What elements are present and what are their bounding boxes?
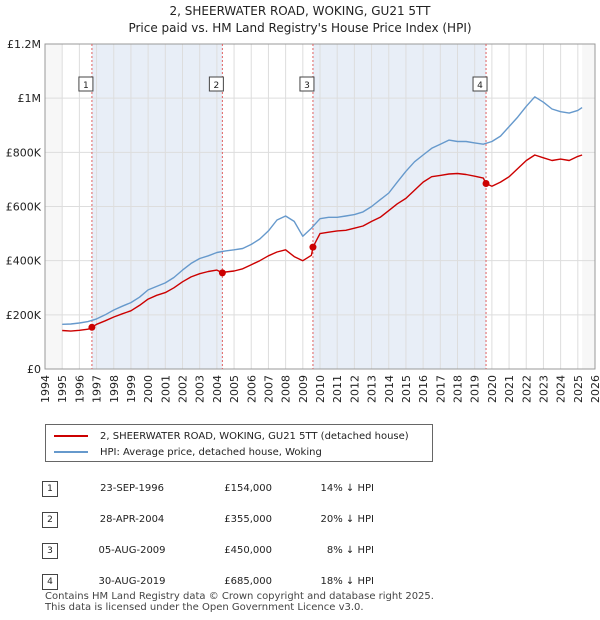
chart-legend: 2, SHEERWATER ROAD, WOKING, GU21 5TT (de… [45,424,433,462]
x-tick-label: 1995 [56,375,69,403]
x-tick-label: 2022 [520,375,533,403]
x-tick-label: 2005 [228,375,241,403]
x-tick-label: 1997 [91,375,104,403]
sale-number-label: 3 [304,81,310,91]
price-chart: £0 £200K £400K £600K £800K £1M £1.2M 1994 1995 19… [6,38,600,403]
x-tick-label: 2013 [366,375,379,403]
x-tick-label: 2023 [537,375,550,403]
x-tick-label: 2010 [314,375,327,403]
footer: Contains HM Land Registry data © Crown c… [45,591,434,613]
x-tick-label: 2017 [434,375,447,403]
legend-item-hpi: HPI: Average price, detached house, Woki… [54,445,322,459]
sale-marker-label: 4 [42,573,58,590]
sale-marker-label: 1 [42,480,58,497]
legend-swatch-hpi [54,451,88,453]
sale-number-label: 4 [477,81,483,91]
sale-date: 28-APR-2004 [99,514,165,525]
legend-label-hpi: HPI: Average price, detached house, Woki… [100,446,322,458]
sale-point [482,179,490,187]
sale-hpi-diff: 18% ↓ HPI [320,576,374,587]
sale-date: 05-AUG-2009 [98,545,166,556]
x-tick-label: 2009 [297,375,310,403]
y-tick-label: £200K [6,309,42,322]
y-tick-label: £0 [27,363,41,376]
sales-table: 1 23-SEP-1996 £154,000 14% ↓ HPI 2 28-AP… [42,473,374,597]
x-tick-label: 2011 [331,375,344,403]
sale-marker-label: 2 [42,511,58,528]
hpi-line [62,96,583,325]
chart-title: 2, SHEERWATER ROAD, WOKING, GU21 5TT [169,4,431,18]
y-tick-label: £1M [18,92,42,105]
chart-subtitle: Price paid vs. HM Land Registry's House … [128,21,472,35]
sale-price: £355,000 [224,514,272,525]
x-tick-label: 2016 [417,375,430,403]
legend-label-property: 2, SHEERWATER ROAD, WOKING, GU21 5TT (de… [100,430,409,442]
y-tick-label: £400K [6,255,42,268]
sale-hpi-diff: 8% ↓ HPI [326,545,374,556]
property-price-line [62,154,583,332]
sale-price: £685,000 [224,576,272,587]
sale-hpi-diff: 14% ↓ HPI [320,483,374,494]
x-tick-label: 2014 [383,375,396,403]
x-tick-label: 2008 [280,375,293,403]
x-tick-label: 2000 [142,375,155,403]
x-tick-label: 2012 [348,375,361,403]
table-row: 3 05-AUG-2009 £450,000 8% ↓ HPI [42,535,374,566]
y-tick-label: £1.2M [7,38,41,51]
sale-date: 23-SEP-1996 [100,483,164,494]
y-tick-label: £800K [6,146,42,159]
x-tick-label: 2001 [159,375,172,403]
x-tick-label: 2021 [503,375,516,403]
sale-number-box [208,76,224,92]
sale-price: £450,000 [224,545,272,556]
sale-number-box [299,76,315,92]
sale-marker-label: 3 [42,542,58,559]
sale-hpi-diff: 20% ↓ HPI [320,514,374,525]
table-row: 1 23-SEP-1996 £154,000 14% ↓ HPI [42,473,374,504]
x-tick-label: 2018 [452,375,465,403]
sale-point [88,323,96,331]
sale-date: 30-AUG-2019 [98,576,166,587]
x-tick-label: 1998 [108,375,121,403]
sale-point [309,243,317,251]
table-row: 2 28-APR-2004 £355,000 20% ↓ HPI [42,504,374,535]
plot-frame [44,43,596,370]
x-tick-label: 2019 [469,375,482,403]
sale-number-box [78,76,94,92]
table-row: 4 30-AUG-2019 £685,000 18% ↓ HPI [42,566,374,597]
sale-number-label: 1 [83,81,89,91]
legend-swatch-property [54,435,88,437]
x-tick-label: 2020 [486,375,499,403]
x-tick-label: 2002 [177,375,190,403]
x-tick-label: 2003 [194,375,207,403]
x-tick-label: 2025 [572,375,585,403]
x-tick-label: 2015 [400,375,413,403]
sale-point [218,269,226,277]
x-tick-label: 2026 [589,375,600,403]
x-tick-label: 2006 [245,375,258,403]
x-tick-label: 2004 [211,375,224,403]
x-tick-label: 2024 [555,375,568,403]
sale-number-label: 2 [214,81,220,91]
legend-item-property: 2, SHEERWATER ROAD, WOKING, GU21 5TT (de… [54,429,409,443]
x-tick-label: 1999 [125,375,138,403]
x-tick-label: 1996 [73,375,86,403]
footer-copyright: Contains HM Land Registry data © Crown c… [45,591,434,602]
y-tick-label: £600K [6,201,42,214]
sale-price: £154,000 [224,483,272,494]
sale-number-box [472,76,488,92]
x-tick-label: 1994 [39,375,52,403]
footer-license: This data is licensed under the Open Gov… [45,602,364,613]
x-tick-label: 2007 [262,375,275,403]
